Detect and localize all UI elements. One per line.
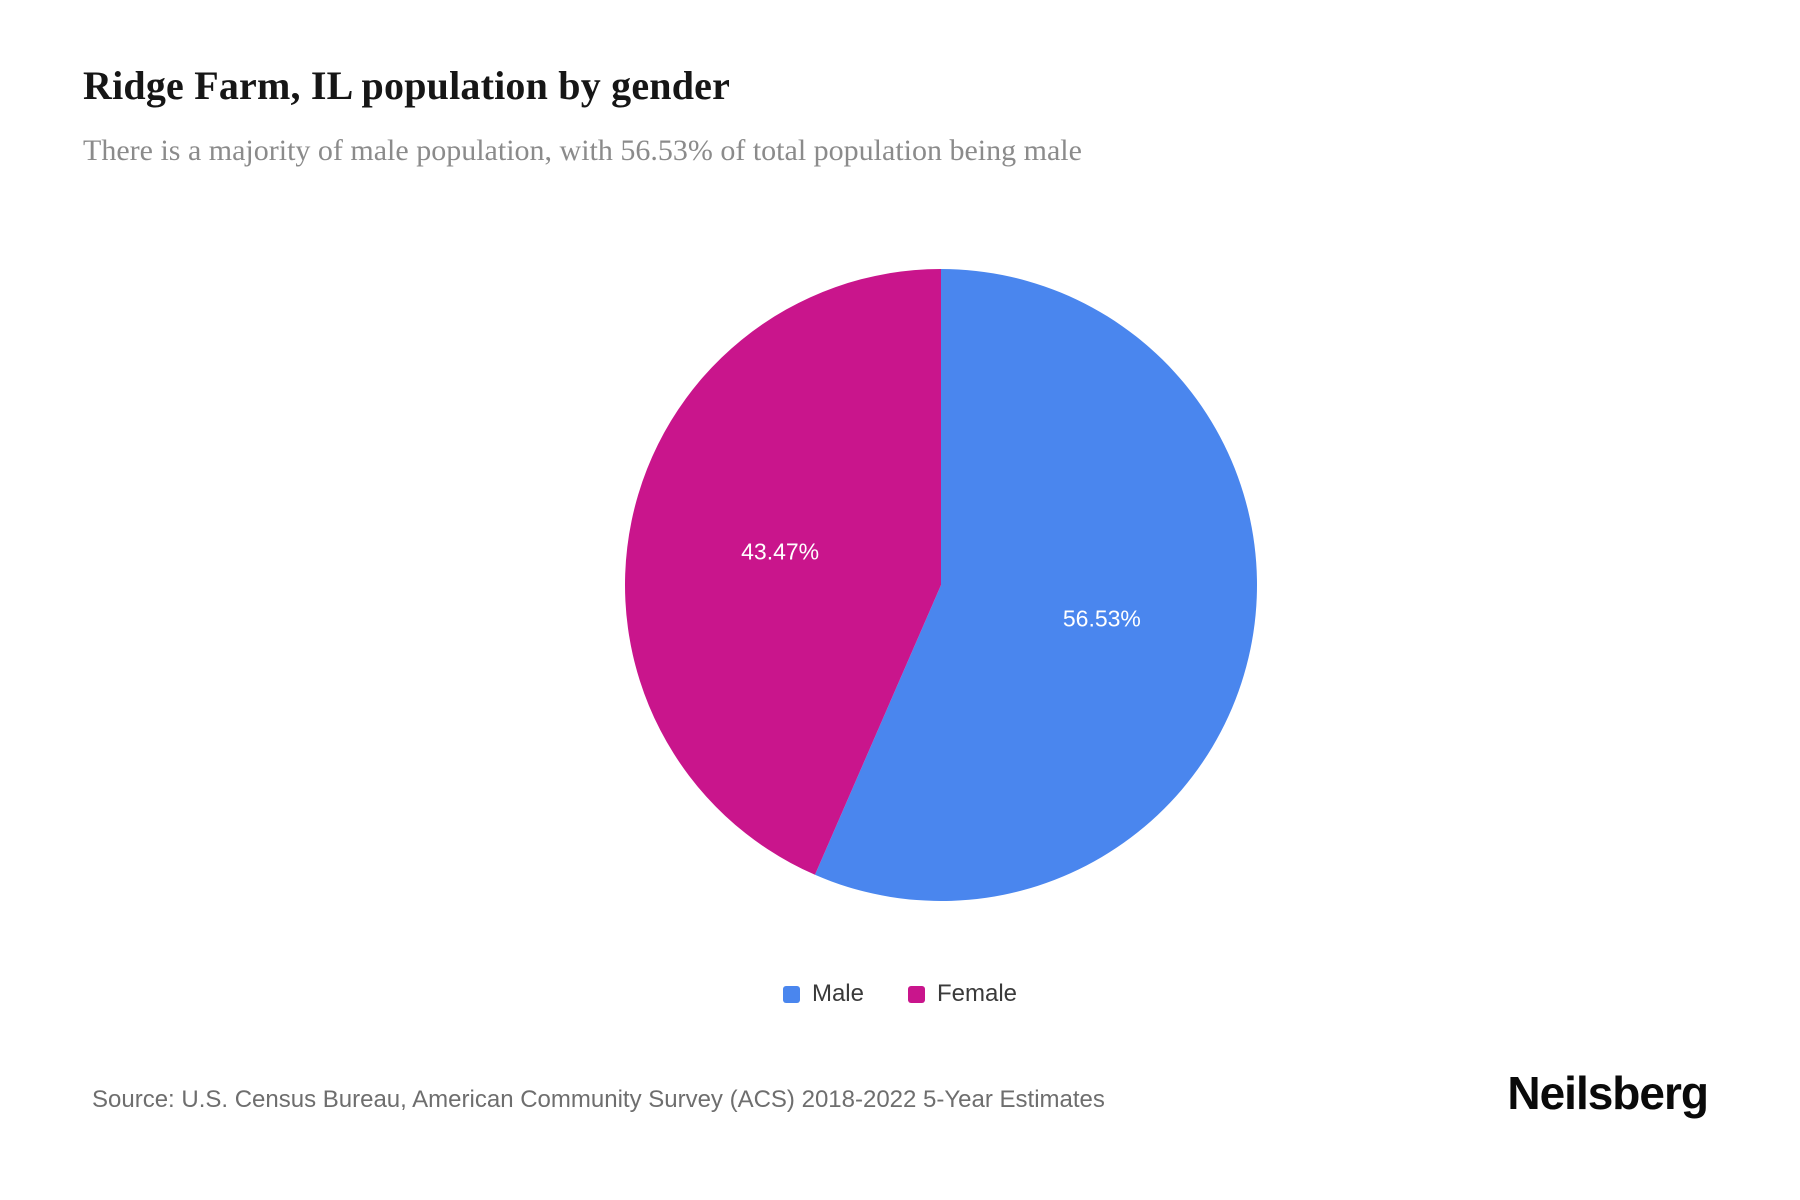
legend-swatch-female — [908, 985, 925, 1003]
legend-swatch-male — [782, 985, 800, 1003]
legend-item-male[interactable]: Male — [782, 980, 864, 1008]
legend-label-male: Male — [811, 980, 864, 1007]
pie-slice-label-male: 56.53% — [1063, 605, 1141, 631]
legend-label-female: Female — [937, 980, 1018, 1007]
chart-subtitle: There is a majority of male population, … — [83, 134, 1082, 167]
legend-item-female[interactable]: Female — [908, 980, 1017, 1008]
neilsberg-logo: Neilsberg — [1507, 1067, 1709, 1119]
pie-slice-label-female: 43.47% — [741, 539, 819, 565]
source-attribution: Source: U.S. Census Bureau, American Com… — [92, 1086, 1105, 1113]
chart-legend: Male Female — [0, 980, 1800, 1008]
pie-slice-female[interactable] — [625, 269, 941, 875]
pie-slice-male[interactable] — [814, 269, 1257, 901]
chart-title: Ridge Farm, IL population by gender — [83, 63, 731, 108]
